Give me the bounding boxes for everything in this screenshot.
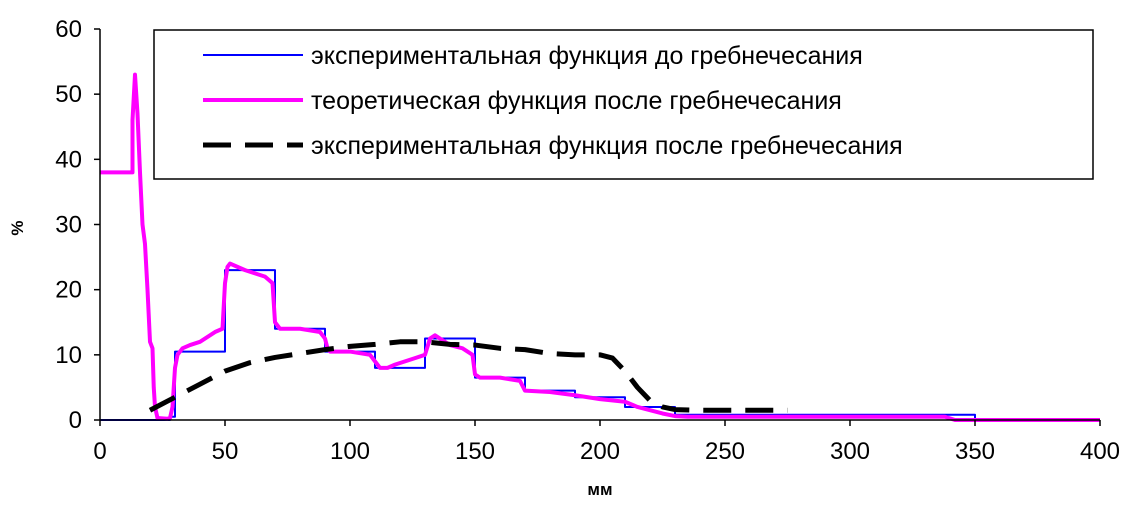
x-tick-label: 150 [455,438,495,465]
y-tick-label: 30 [55,212,82,239]
plot-series [100,72,1100,422]
legend-label-1: экспериментальная функция до гребнечесан… [311,42,863,70]
y-tick-label: 0 [69,407,82,434]
x-axis-title: мм [587,480,612,499]
x-tick-label: 50 [212,438,239,465]
legend-box [153,29,1094,180]
y-tick-label: 50 [55,81,82,108]
x-tick-label: 300 [830,438,870,465]
axes: 0 10 20 30 40 50 60 0 50 100 150 200 250 300 350 400 [55,16,1120,465]
x-tick-label: 0 [93,438,106,465]
x-tick-label: 200 [580,438,620,465]
y-tick-label: 20 [55,277,82,304]
legend-label-3: экспериментальная функция после гребнече… [311,132,903,160]
y-tick-label: 10 [55,342,82,369]
legend-label-2: теоретическая функция после гребнечесани… [311,87,842,115]
x-tick-label: 250 [705,438,745,465]
legend: экспериментальная функция до гребнечесан… [153,29,1094,180]
y-tick-label: 60 [55,16,82,43]
y-axis-title: % [8,220,27,235]
x-tick-label: 350 [955,438,995,465]
series-line-3 [148,339,788,413]
x-tick-label: 400 [1080,438,1120,465]
x-tick-label: 100 [330,438,370,465]
y-tick-label: 40 [55,146,82,173]
